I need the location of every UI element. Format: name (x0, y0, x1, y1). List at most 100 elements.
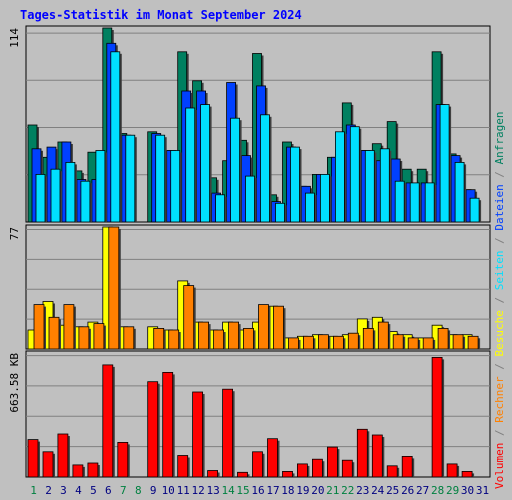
bar-rechner-day-9 (153, 327, 165, 350)
bar-rechner-day-1 (33, 304, 45, 350)
x-tick-label: 13 (206, 484, 219, 497)
bar-rechner-day-13 (213, 329, 225, 350)
x-tick-label: 20 (311, 484, 324, 497)
bar-seiten-day-1 (35, 173, 46, 223)
bar-volumen-day-25 (386, 465, 398, 478)
legend-entry: Dateien (493, 184, 506, 230)
bar-volumen-day-12 (192, 391, 204, 478)
bar-volumen-day-16 (252, 451, 263, 478)
bar-volumen-day-3 (57, 433, 69, 478)
bar-rechner-day-29 (452, 334, 464, 350)
bar-rechner-day-26 (407, 337, 419, 350)
x-tick-label: 30 (461, 484, 474, 497)
chart-panels: 114 77 663.58 KB (8, 25, 491, 478)
bar-volumen-day-24 (371, 434, 383, 478)
legend-entry: / (493, 164, 506, 184)
x-tick-label: 26 (401, 484, 414, 497)
bar-seiten-day-27 (424, 182, 435, 223)
bar-seiten-day-18 (290, 146, 300, 223)
panel-2: 77 (8, 224, 491, 350)
bar-volumen-day-22 (341, 459, 353, 478)
bar-seiten-day-17 (275, 202, 285, 223)
bar-volumen-day-7 (117, 441, 129, 478)
bar-volumen-day-13 (207, 470, 219, 478)
bar-seiten-day-28 (439, 104, 450, 223)
bar-rechner-day-5 (93, 323, 105, 350)
bar-seiten-day-10 (170, 150, 181, 223)
bar-seiten-day-2 (50, 168, 61, 223)
bar-volumen-day-17 (267, 438, 278, 478)
bar-rechner-day-21 (332, 335, 344, 350)
legend-entry: Seiten (493, 251, 506, 291)
x-tick-label: 11 (177, 484, 190, 497)
bar-seiten-day-26 (409, 182, 420, 223)
x-tick-label: 2 (45, 484, 52, 497)
axis-max-label: 77 (8, 227, 21, 240)
bar-seiten-day-29 (454, 161, 465, 223)
x-tick-label: 21 (326, 484, 339, 497)
x-tick-label: 7 (120, 484, 127, 497)
bar-rechner-day-30 (467, 335, 479, 350)
bar-rechner-day-14 (228, 321, 240, 350)
bar-rechner-day-27 (422, 337, 434, 350)
right-legend: Volumen / Rechner / Besuche / Seiten / D… (493, 111, 506, 489)
bar-volumen-day-23 (356, 428, 368, 478)
bar-rechner-day-18 (288, 337, 299, 350)
bar-volumen-day-30 (461, 470, 473, 478)
bar-rechner-day-3 (63, 304, 75, 350)
bar-rechner-day-12 (198, 321, 210, 350)
x-tick-label: 4 (75, 484, 82, 497)
bar-volumen-day-2 (42, 451, 54, 478)
x-tick-label: 27 (416, 484, 429, 497)
x-tick-label: 16 (251, 484, 264, 497)
bar-seiten-day-12 (200, 104, 211, 223)
x-axis-labels: 1 2 3 4 5 6 7 8 9 10 11 12 13 14 15 16 17 18 19 20 21 22 23 24 2… (30, 484, 489, 497)
x-tick-label: 18 (281, 484, 294, 497)
bar-seiten-day-21 (334, 131, 345, 223)
bar-seiten-day-7 (125, 134, 136, 223)
bar-rechner-day-20 (317, 334, 329, 350)
bar-rechner-day-25 (392, 334, 404, 350)
bar-rechner-day-22 (347, 332, 359, 350)
series-volumen (27, 356, 475, 478)
bar-seiten-day-25 (394, 180, 405, 223)
x-tick-label: 19 (296, 484, 309, 497)
x-tick-label: 1 (30, 484, 37, 497)
bar-seiten-day-30 (469, 197, 480, 223)
bar-volumen-day-4 (72, 464, 84, 478)
bar-rechner-day-7 (123, 326, 135, 350)
bar-seiten-day-23 (364, 150, 375, 223)
x-tick-label: 29 (446, 484, 459, 497)
bar-volumen-day-26 (401, 455, 413, 478)
bar-seiten-day-11 (185, 107, 196, 223)
bar-seiten-day-20 (319, 173, 330, 223)
bar-seiten-day-19 (304, 192, 315, 223)
panel-1: 114 (8, 25, 491, 223)
bar-volumen-day-5 (87, 462, 99, 478)
bar-volumen-day-20 (311, 458, 323, 478)
x-tick-label: 10 (162, 484, 175, 497)
bar-seiten-day-6 (110, 51, 121, 223)
series-seiten (35, 51, 482, 223)
x-tick-label: 5 (90, 484, 97, 497)
x-tick-label: 17 (266, 484, 279, 497)
bar-volumen-day-28 (431, 356, 443, 478)
bar-rechner-day-16 (258, 304, 269, 350)
bar-seiten-day-22 (349, 126, 360, 223)
bar-rechner-day-15 (243, 327, 254, 350)
chart-title: Tages-Statistik im Monat September 2024 (20, 8, 302, 22)
bar-rechner-day-28 (437, 327, 449, 350)
legend-entry: / (493, 231, 506, 251)
x-tick-label: 3 (60, 484, 67, 497)
x-tick-label: 24 (371, 484, 385, 497)
bar-seiten-day-13 (215, 194, 226, 223)
legend-entry: Besuche (493, 310, 506, 356)
x-tick-label: 14 (221, 484, 235, 497)
bar-rechner-day-23 (362, 327, 374, 350)
x-tick-label: 28 (431, 484, 444, 497)
panel-3: 663.58 KB (8, 350, 491, 478)
bar-rechner-day-6 (108, 226, 120, 350)
bar-seiten-day-5 (95, 150, 106, 223)
bar-rechner-day-2 (48, 316, 60, 350)
